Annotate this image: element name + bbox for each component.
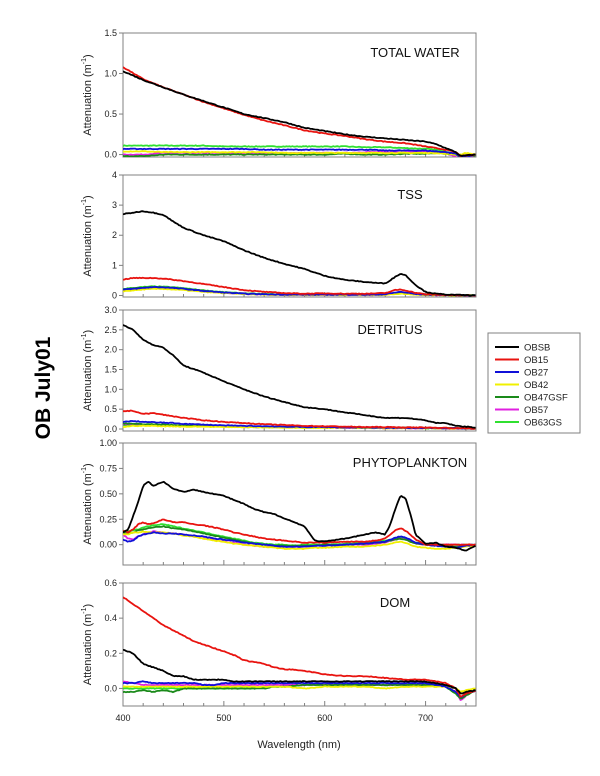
x-tick-label: 600 — [317, 713, 332, 723]
y-tick-label: 1.5 — [104, 28, 117, 38]
legend-item: OB27 — [495, 368, 548, 379]
series-line-ob15 — [123, 66, 476, 157]
legend-label: OBSB — [524, 343, 550, 354]
plot-frame — [122, 32, 477, 158]
y-tick-label: 0 — [112, 290, 117, 300]
series-line-ob15 — [123, 409, 476, 430]
legend-frame — [487, 332, 581, 434]
series-line-ob42 — [123, 150, 476, 156]
plot-frame — [122, 174, 477, 298]
figure-title: OB July01 — [32, 336, 55, 439]
y-tick-label: 2 — [112, 230, 117, 240]
series-line-ob15 — [123, 596, 476, 698]
x-tick-label: 500 — [216, 713, 231, 723]
series-line-ob47gsf — [123, 683, 476, 700]
series-line-ob47gsf — [123, 152, 476, 157]
series-group — [123, 480, 476, 552]
legend-item: OBSB — [495, 343, 550, 354]
series-line-ob42 — [123, 530, 476, 550]
y-tick-label: 1.0 — [104, 384, 117, 394]
legend-label: OB57 — [524, 405, 548, 416]
series-line-obsb — [123, 324, 476, 429]
x-tick-label: 400 — [115, 713, 130, 723]
legend-item: OB63GS — [495, 418, 562, 429]
plot-frame — [122, 582, 477, 707]
panel-phytoplankton: 0.00 0.25 0.50 0.75 1.00 Attenuation (m-1) PHY… — [81, 438, 477, 566]
y-tick-label: 2.0 — [104, 345, 117, 355]
x-axis-label: Wavelength (nm) — [257, 739, 340, 751]
legend-item: OB42 — [495, 380, 548, 391]
y-tick-label: 0.00 — [99, 540, 117, 550]
y-tick-label: 0.5 — [104, 109, 117, 119]
series-line-obsb — [123, 648, 476, 695]
legend-label: OB47GSF — [524, 393, 568, 404]
y-tick-label: 0.4 — [104, 613, 117, 623]
panel-detritus: 0.0 0.5 1.0 1.5 2.0 2.5 3.0 Attenuation (m-1) DE… — [81, 305, 477, 434]
series-group — [123, 596, 476, 701]
series-line-ob42 — [123, 685, 476, 693]
y-axis-label: Attenuation (m-1) — [81, 604, 94, 685]
y-tick-label: 1 — [112, 260, 117, 270]
legend-label: OB42 — [524, 380, 548, 391]
legend-label: OB15 — [524, 355, 548, 366]
y-tick-label: 3 — [112, 200, 117, 210]
series-line-ob15 — [123, 518, 476, 546]
series-group — [123, 324, 476, 430]
series-line-ob63gs — [123, 144, 476, 157]
y-tick-label: 0.0 — [104, 424, 117, 434]
panels: 0.0 0.5 1.0 1.5 Attenuation (m-1) TOTAL WATER… — [81, 28, 477, 723]
panel-title: TSS — [397, 187, 423, 202]
series-line-ob27 — [123, 680, 476, 698]
panel-title: DOM — [380, 595, 410, 610]
y-axis-label: Attenuation (m-1) — [81, 463, 94, 544]
y-tick-label: 3.0 — [104, 305, 117, 315]
series-line-obsb — [123, 70, 476, 157]
plot-frame — [122, 442, 477, 566]
x-tick-label: 700 — [418, 713, 433, 723]
y-tick-label: 0.50 — [99, 489, 117, 499]
series-line-obsb — [123, 480, 476, 552]
y-tick-label: 1.0 — [104, 69, 117, 79]
y-axis-label: Attenuation (m-1) — [81, 195, 94, 276]
panel-title: TOTAL WATER — [370, 45, 459, 60]
y-tick-label: 4 — [112, 170, 117, 180]
series-group — [123, 66, 476, 157]
series-line-ob15 — [123, 276, 476, 297]
panel-total-water: 0.0 0.5 1.0 1.5 Attenuation (m-1) TOTAL WATER — [81, 28, 477, 160]
y-tick-label: 0.5 — [104, 404, 117, 414]
legend-item: OB47GSF — [495, 393, 568, 404]
y-tick-label: 0.6 — [104, 578, 117, 588]
series-line-ob27 — [123, 531, 476, 549]
y-axis-label: Attenuation (m-1) — [81, 54, 94, 135]
y-axis-label: Attenuation (m-1) — [81, 330, 94, 411]
panel-tss: 0 1 2 3 4 Attenuation (m-1) TSS — [81, 170, 477, 300]
y-tick-label: 1.00 — [99, 438, 117, 448]
plot-frame — [122, 309, 477, 432]
legend-item: OB15 — [495, 355, 548, 366]
y-tick-label: 0.0 — [104, 150, 117, 160]
y-tick-label: 0.75 — [99, 463, 117, 473]
y-tick-label: 0.2 — [104, 648, 117, 658]
legend-item: OB57 — [495, 405, 548, 416]
legend-label: OB63GS — [524, 418, 562, 429]
panel-title: PHYTOPLANKTON — [353, 455, 467, 470]
y-tick-label: 0.25 — [99, 514, 117, 524]
series-line-ob27 — [123, 147, 476, 157]
legend-label: OB27 — [524, 368, 548, 379]
y-tick-label: 1.5 — [104, 365, 117, 375]
series-group — [123, 210, 476, 297]
panel-dom: 0.0 0.2 0.4 0.6 Attenuation (m-1) DOM 400 500 60… — [81, 578, 477, 723]
panel-title: DETRITUS — [358, 322, 423, 337]
series-line-obsb — [123, 210, 476, 297]
y-tick-label: 2.5 — [104, 325, 117, 335]
y-tick-label: 0.0 — [104, 683, 117, 693]
